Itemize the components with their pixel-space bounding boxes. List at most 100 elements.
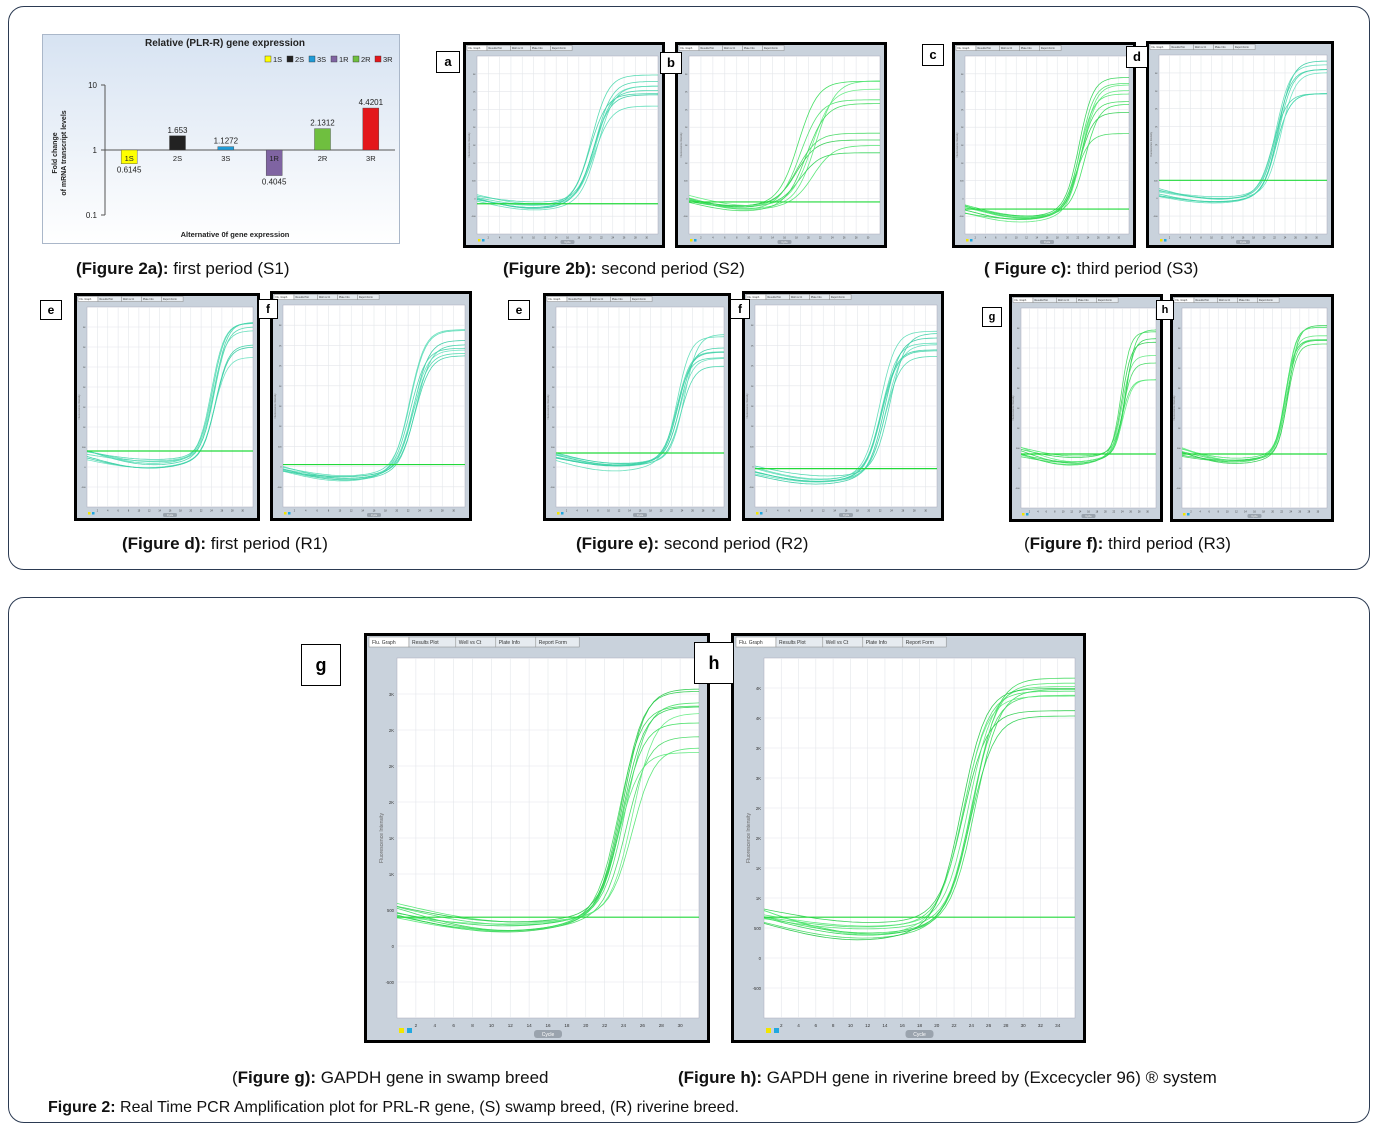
- x-tick-label: 26: [623, 238, 626, 240]
- y-tick-label: 500: [278, 446, 282, 448]
- x-tick-label: 16: [169, 511, 172, 513]
- plot-tab-label: Flu. Graph: [739, 640, 763, 646]
- x-tick-label: 20: [589, 238, 592, 240]
- plot-tab-label: Results Plot: [100, 298, 114, 301]
- plot-tab-label: Flu. Graph: [1176, 299, 1188, 302]
- x-tick-label: 26: [843, 238, 846, 240]
- amplification-curve: [763, 710, 1075, 923]
- caption-figure-2b-label: (Figure 2b):: [503, 259, 597, 278]
- amplification-curve: [964, 77, 1130, 217]
- x-tick-label: 16: [1242, 238, 1245, 240]
- x-tick-label: 18: [578, 238, 581, 240]
- plot-tab: [161, 296, 184, 302]
- amplification-curve: [688, 103, 880, 212]
- amplification-curve: [754, 337, 938, 485]
- plot-tab-label: Results Plot: [412, 640, 439, 646]
- y-tick-label: 500: [754, 926, 762, 931]
- y-axis-title: Fluorescence Intensity: [956, 132, 959, 158]
- y-tick-label: 3K: [1155, 73, 1158, 75]
- x-axis-title-pill: [633, 513, 647, 517]
- x-tick-label: 26: [640, 1023, 646, 1028]
- panel-letter-h-large: h: [694, 642, 734, 684]
- x-tick-label: 2: [1029, 512, 1031, 514]
- x-tick-label: 28: [855, 238, 858, 240]
- caption-figure-c-text: third period (S3): [1071, 259, 1199, 278]
- pcr-plot-h-small-svg: Flu. Graph Results Plot Well vs Ct Plate In…: [1173, 297, 1328, 518]
- x-tick-label: 16: [545, 1023, 551, 1028]
- y-tick-label: 2K: [756, 806, 761, 811]
- y-tick-label: 2K: [751, 366, 754, 368]
- marker-blue-icon: [970, 239, 973, 242]
- caption-figure-g: (Figure g): GAPDH gene in swamp breed: [232, 1068, 549, 1088]
- y-tick-label: 500: [551, 447, 555, 449]
- y-tick-label: 0: [752, 467, 754, 469]
- x-tick-label: 4: [499, 238, 501, 240]
- x-tick-label: 18: [384, 511, 387, 513]
- marker-yellow-icon: [756, 512, 759, 515]
- plot-tab-label: Plate Info: [532, 47, 543, 50]
- plot-tab-label: Plate Info: [744, 47, 755, 50]
- x-tick-label: 28: [702, 511, 705, 513]
- x-tick-label: 10: [848, 1023, 854, 1028]
- plot-tab-label: Results Plot: [489, 47, 503, 50]
- x-tick-label: 18: [1056, 238, 1059, 240]
- y-tick-label: 3K: [552, 327, 555, 329]
- panel-letter-f1: f: [258, 299, 278, 319]
- x-tick-label: 30: [241, 511, 244, 513]
- x-tick-label: 10: [607, 511, 610, 513]
- caption-figure-c-label: Figure c):: [994, 259, 1072, 278]
- caption-figure-d: (Figure d): first period (R1): [122, 534, 328, 554]
- x-tick-label: 22: [1113, 512, 1116, 514]
- x-tick-label: 2: [1190, 512, 1192, 514]
- pcr-plot-d-svg: Flu. Graph Results Plot Well vs Ct Plate In…: [1149, 44, 1328, 244]
- y-tick-label: 2K: [1017, 388, 1020, 390]
- y-tick-label: 2K: [279, 366, 282, 368]
- x-tick-label: 10: [811, 511, 814, 513]
- plot-tab: [1039, 45, 1062, 51]
- y-tick-label: 2K: [756, 836, 761, 841]
- y-tick-label: 2K: [83, 387, 86, 389]
- x-tick-label: 24: [611, 238, 614, 240]
- x-axis-title: Cycle: [1044, 241, 1051, 244]
- x-axis-title: Cycle: [1085, 515, 1092, 518]
- y-tick-label: 2K: [389, 764, 394, 769]
- x-tick-label: 6: [1190, 238, 1192, 240]
- y-tick-label: 2K: [1017, 368, 1020, 370]
- y-tick-label: -500: [1176, 488, 1181, 490]
- legend-swatch: [374, 55, 382, 63]
- y-axis-title: Fluorescence Intensity: [1173, 395, 1176, 421]
- plot-tab-label: Report Form: [1259, 299, 1273, 302]
- x-tick-label: 26: [986, 1023, 992, 1028]
- pcr-plot-f2: Flu. Graph Results Plot Well vs Ct Plate In…: [742, 291, 944, 521]
- pcr-plot-f1: Flu. Graph Results Plot Well vs Ct Plate In…: [270, 291, 472, 521]
- amplification-curve: [688, 145, 881, 210]
- x-tick-label: 28: [659, 1023, 665, 1028]
- panel-letter-e1: e: [40, 300, 62, 320]
- x-tick-label: 6: [1046, 512, 1048, 514]
- x-tick-label: 14: [555, 238, 558, 240]
- x-tick-label: 24: [831, 238, 834, 240]
- bar-3S: [217, 146, 235, 151]
- amplification-curve: [1158, 69, 1328, 202]
- amplification-curve: [1181, 343, 1327, 462]
- plot-tab-label: Well vs Ct: [724, 47, 736, 50]
- y-tick-label: 500: [684, 181, 688, 183]
- y-tick-label: 1K: [389, 872, 394, 877]
- x-tick-label: 6: [316, 511, 318, 513]
- x-tick-label: 32: [1038, 1023, 1044, 1028]
- amplification-curve: [86, 330, 254, 462]
- x-tick-label: 8: [1005, 238, 1007, 240]
- x-tick-label: 10: [1210, 238, 1213, 240]
- x-tick-label: 20: [1104, 512, 1107, 514]
- y-tick-label: 4K: [756, 686, 761, 691]
- y-tick-label: 3K: [83, 327, 86, 329]
- bar-value-label: 4.4201: [359, 98, 384, 107]
- marker-yellow-icon: [478, 239, 481, 242]
- y-tick-label: 1K: [961, 163, 964, 165]
- y-tick-label: 2K: [685, 109, 688, 111]
- y-tick-label: 3K: [751, 325, 754, 327]
- amplification-curve: [555, 336, 725, 472]
- pcr-plot-d: Flu. Graph Results Plot Well vs Ct Plate In…: [1146, 41, 1334, 248]
- y-tick-label: 1K: [961, 145, 964, 147]
- x-tick-label: 12: [350, 511, 353, 513]
